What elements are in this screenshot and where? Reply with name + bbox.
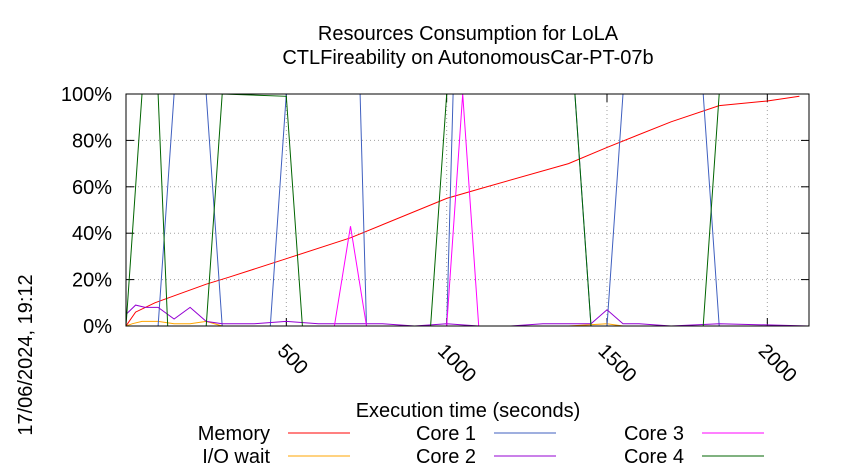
- legend-label-core-2: Core 2: [416, 446, 476, 468]
- y-tick-label: 40%: [72, 223, 112, 245]
- legend-label-core-3: Core 3: [624, 423, 684, 445]
- series-line-core-4: [125, 93, 809, 327]
- legend-label-core-1: Core 1: [416, 423, 476, 445]
- y-tick-label: 20%: [72, 270, 112, 292]
- series-line-core-3: [126, 93, 809, 327]
- series-line-core-1: [126, 93, 809, 327]
- series-lines: [125, 93, 810, 327]
- y-tick-label: 80%: [72, 130, 112, 152]
- y-tick-labels: 0% 20% 40% 60% 80% 100%: [61, 84, 112, 338]
- x-tick-label: 1000: [433, 340, 480, 387]
- x-tick-labels: 500 1000 1500 2000: [273, 340, 801, 387]
- y-tick-label: 0%: [83, 316, 112, 338]
- chart-title: Resources Consumption for LoLA: [318, 23, 619, 45]
- x-tick-label: 2000: [754, 340, 801, 387]
- x-tick-label: 500: [273, 340, 312, 379]
- y-tick-label: 100%: [61, 84, 112, 106]
- legend-label-i-o-wait: I/O wait: [202, 446, 270, 468]
- series-line-memory: [125, 95, 800, 327]
- chart-subtitle: CTLFireability on AutonomousCar-PT-07b: [282, 47, 653, 69]
- grid-lines: [126, 93, 809, 327]
- legend-label-core-4: Core 4: [624, 446, 684, 468]
- plot-frame: [125, 93, 810, 327]
- timestamp-label: 17/06/2024, 19:12: [15, 274, 37, 435]
- series-line-core-2: [125, 304, 810, 327]
- x-axis-label: Execution time (seconds): [356, 400, 581, 422]
- y-tick-label: 60%: [72, 177, 112, 199]
- legend-label-memory: Memory: [198, 423, 270, 445]
- x-tick-label: 1500: [593, 340, 640, 387]
